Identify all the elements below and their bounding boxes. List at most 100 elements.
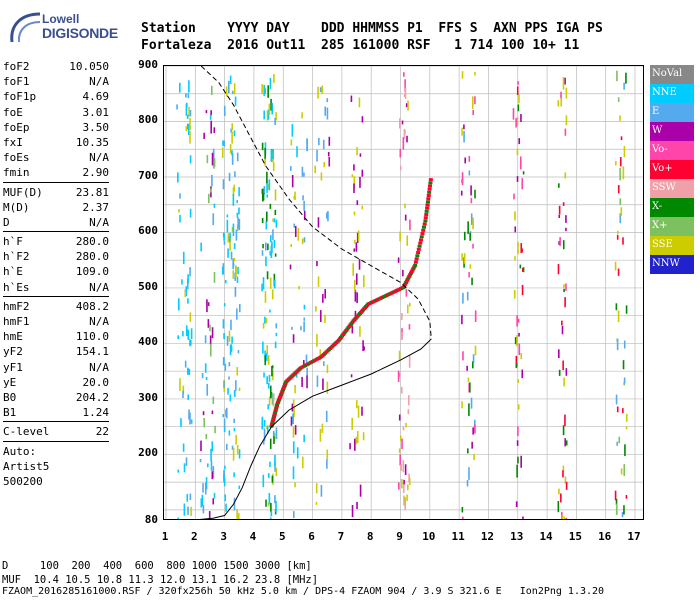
param-label: hmE — [3, 330, 23, 344]
echo-mark — [466, 448, 469, 454]
echo-mark — [515, 362, 518, 367]
echo-mark — [226, 214, 229, 218]
echo-mark — [238, 187, 240, 197]
echo-mark — [521, 284, 524, 296]
echo-mark — [319, 310, 322, 322]
echo-mark — [269, 251, 272, 256]
ionogram-trace-mark — [406, 276, 411, 280]
ionogram-trace-mark — [403, 282, 408, 286]
echo-mark — [186, 114, 189, 119]
ionogram-trace-mark — [414, 257, 419, 261]
echo-mark — [177, 172, 179, 183]
ionogram-trace-mark — [422, 222, 427, 226]
param-row: MUF(D) 23.81 — [3, 185, 109, 200]
echo-mark — [294, 425, 297, 435]
echo-mark — [624, 444, 626, 457]
echo-mark — [564, 438, 567, 447]
echo-mark — [233, 184, 236, 192]
echo-mark — [327, 210, 329, 222]
ionogram-trace-mark — [274, 407, 279, 411]
echo-mark — [463, 131, 465, 143]
param-row: B0 204.2 — [3, 390, 109, 405]
echo-mark — [404, 87, 407, 99]
echo-mark — [464, 157, 466, 164]
echo-mark — [517, 104, 520, 112]
legend-item-ssw: SSW — [650, 178, 694, 198]
echo-mark — [230, 319, 232, 331]
echo-mark — [223, 478, 226, 487]
echo-mark — [264, 158, 266, 166]
echo-mark — [303, 321, 305, 333]
ionogram-trace-mark — [272, 413, 277, 417]
footer-muf-row: MUF 10.4 10.5 10.8 11.3 12.0 13.1 16.2 2… — [2, 574, 319, 586]
echo-mark — [472, 354, 475, 364]
station-header: Station YYYY DAY DDD HHMMSS P1 FFS S AXN… — [141, 20, 603, 54]
echo-mark — [466, 480, 469, 487]
autoscaling-text: 500200 — [3, 474, 43, 488]
echo-mark — [231, 90, 234, 95]
echo-mark — [318, 137, 320, 146]
echo-mark — [265, 499, 267, 507]
echo-mark — [468, 170, 471, 176]
echo-mark — [357, 230, 360, 242]
echo-mark — [356, 431, 359, 444]
param-label: foF1p — [3, 90, 37, 104]
echo-mark — [208, 511, 211, 519]
ionogram-trace-mark — [418, 241, 423, 245]
echo-mark — [233, 497, 236, 511]
echo-mark — [269, 77, 272, 90]
echo-mark — [292, 413, 294, 424]
echo-mark — [461, 172, 464, 186]
echo-mark — [233, 243, 236, 250]
echo-mark — [615, 498, 618, 505]
y-tick-label: 900 — [138, 58, 158, 71]
echo-mark — [558, 183, 560, 188]
echo-mark — [265, 352, 268, 361]
echo-mark — [200, 242, 202, 252]
echo-mark — [265, 242, 267, 251]
echo-mark — [229, 394, 232, 402]
echo-mark — [228, 362, 231, 367]
x-tick-label: 12 — [480, 530, 495, 543]
param-value: 3.01 — [82, 105, 110, 119]
echo-mark — [264, 147, 266, 160]
echo-mark — [264, 88, 266, 94]
echo-mark — [321, 85, 323, 94]
echo-mark — [187, 93, 190, 99]
echo-mark — [235, 380, 237, 391]
echo-mark — [238, 207, 240, 215]
param-separator — [3, 421, 109, 423]
ionogram-trace-mark — [276, 400, 281, 404]
echo-mark — [355, 400, 358, 409]
echo-mark — [236, 200, 238, 204]
echo-mark — [407, 409, 410, 415]
echo-mark — [515, 355, 518, 369]
echo-mark — [270, 502, 272, 513]
echo-mark — [223, 140, 226, 147]
echo-mark — [271, 475, 274, 483]
echo-mark — [355, 242, 358, 252]
echo-mark — [617, 97, 620, 102]
y-tick-label: 300 — [138, 390, 158, 404]
echo-mark — [269, 277, 272, 289]
echo-mark — [212, 466, 215, 479]
echo-mark — [405, 422, 407, 428]
echo-mark — [183, 463, 186, 473]
param-row: foE 3.01 — [3, 105, 109, 120]
echo-mark — [301, 166, 304, 177]
echo-mark — [189, 339, 191, 347]
param-row: h`F 280.0 — [3, 234, 109, 249]
echo-mark — [212, 396, 215, 404]
echo-mark — [186, 494, 189, 502]
echo-mark — [183, 503, 186, 516]
echo-mark — [616, 70, 618, 82]
legend-item-sse: SSE — [650, 235, 694, 255]
ionogram-trace-mark — [423, 216, 428, 220]
echo-mark — [268, 103, 271, 116]
echo-mark — [232, 263, 235, 267]
echo-mark — [301, 456, 304, 469]
echo-mark — [316, 149, 318, 162]
echo-mark — [272, 218, 274, 222]
echo-mark — [351, 417, 353, 430]
echo-mark — [517, 81, 519, 85]
